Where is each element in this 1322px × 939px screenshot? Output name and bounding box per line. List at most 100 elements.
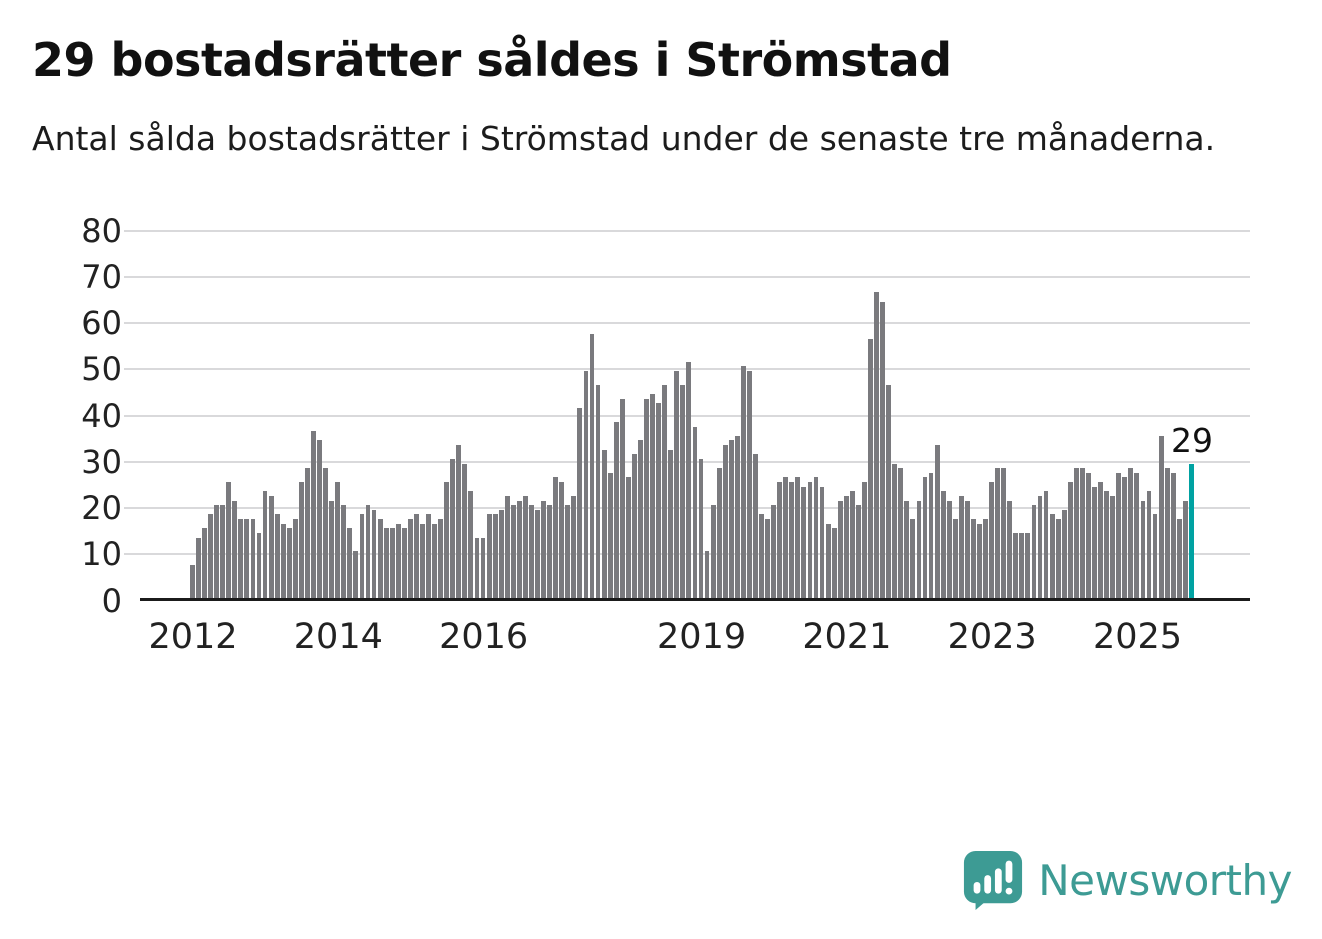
- bar: [1104, 491, 1110, 598]
- y-axis-tick-label: 50: [81, 350, 122, 389]
- bar: [722, 445, 728, 598]
- bar: [292, 519, 298, 598]
- bar: [414, 514, 419, 598]
- bar: [934, 445, 940, 598]
- bar: [280, 523, 286, 598]
- y-axis-tick-label: 80: [81, 211, 122, 250]
- bar: [940, 491, 946, 598]
- plot-area: 29: [124, 229, 1250, 601]
- bar: [765, 519, 770, 598]
- bar: [704, 551, 710, 598]
- bar: [256, 532, 262, 598]
- bar: [335, 482, 341, 598]
- x-axis-tick-label: 2012: [148, 616, 238, 657]
- bar: [1140, 500, 1146, 598]
- bar: [323, 468, 329, 598]
- gridline: [124, 229, 1250, 232]
- bar: [1116, 472, 1122, 598]
- bar: [1170, 472, 1176, 598]
- bar: [1152, 514, 1158, 598]
- x-axis-tick-label: 2016: [439, 616, 529, 657]
- bar: [298, 482, 304, 598]
- bar: [565, 505, 571, 598]
- bar: [426, 514, 431, 598]
- bar: [208, 514, 213, 598]
- bar: [317, 440, 322, 598]
- x-axis-tick-label: 2025: [1092, 616, 1183, 657]
- bar: [625, 477, 631, 598]
- bar: [438, 519, 444, 598]
- bar: [880, 301, 886, 598]
- bar: [401, 528, 407, 598]
- bar: [286, 528, 292, 598]
- bar: [1043, 491, 1049, 598]
- bar: [644, 398, 649, 598]
- x-axis-tick-label: 2014: [293, 616, 383, 657]
- bar: [571, 495, 577, 598]
- bar: [807, 482, 813, 598]
- bar: [886, 384, 892, 598]
- bar: [983, 519, 988, 598]
- bar: [250, 519, 256, 598]
- bar: [262, 491, 268, 598]
- bar: [922, 477, 928, 598]
- bar: [226, 482, 232, 598]
- gridline: [124, 322, 1250, 325]
- bar: [662, 384, 668, 598]
- bar: [553, 477, 559, 598]
- bar: [486, 514, 492, 598]
- bar: [371, 509, 377, 598]
- bar: [444, 482, 450, 598]
- bar: [728, 440, 734, 598]
- bar: [450, 458, 456, 598]
- bar: [341, 505, 347, 598]
- bar: [329, 500, 335, 598]
- bar: [631, 454, 637, 598]
- bar: [831, 528, 837, 598]
- y-axis-tick-label: 70: [81, 257, 122, 296]
- bar: [789, 482, 795, 598]
- chart-subtitle: Antal sålda bostadsrätter i Strömstad un…: [32, 118, 1216, 158]
- bar: [244, 519, 250, 598]
- y-axis-tick-label: 20: [81, 489, 122, 528]
- bar: [1098, 482, 1103, 598]
- bar: [232, 500, 238, 598]
- bar: [928, 472, 934, 598]
- bar: [214, 505, 220, 598]
- bar: [462, 463, 468, 598]
- bar: [650, 394, 655, 598]
- bar: [710, 505, 716, 598]
- bar: [1086, 472, 1091, 598]
- bar: [607, 472, 613, 598]
- bar: [1019, 532, 1025, 598]
- bar: [1164, 468, 1170, 598]
- bar: [456, 445, 462, 598]
- bar: [190, 565, 195, 598]
- bar: [1073, 468, 1079, 598]
- bar: [740, 366, 746, 598]
- bar: [855, 505, 861, 598]
- page-title: 29 bostadsrätter såldes i Strömstad: [32, 33, 952, 87]
- bar: [474, 537, 480, 598]
- bar: [522, 495, 528, 598]
- bar: [516, 500, 522, 598]
- last-value-annotation: 29: [1170, 420, 1213, 460]
- bar: [656, 403, 662, 598]
- bar: [1110, 495, 1116, 598]
- bar: [1025, 532, 1031, 598]
- bar: [1176, 519, 1182, 598]
- bar: [407, 519, 413, 598]
- bar: [365, 505, 371, 598]
- bar: [686, 361, 692, 598]
- bar: [668, 449, 674, 598]
- bar: [964, 500, 970, 598]
- bar: [1037, 495, 1043, 598]
- bar: [1182, 500, 1188, 598]
- bar: [383, 528, 389, 598]
- bar: [910, 519, 916, 598]
- bar-chart: 29 0 10 20 30 40 50 60 70 80 2012 2014 2016 2019 2021…: [32, 212, 1290, 667]
- highlight-bar: [1188, 463, 1194, 598]
- bar: [395, 523, 401, 598]
- bar: [759, 514, 764, 598]
